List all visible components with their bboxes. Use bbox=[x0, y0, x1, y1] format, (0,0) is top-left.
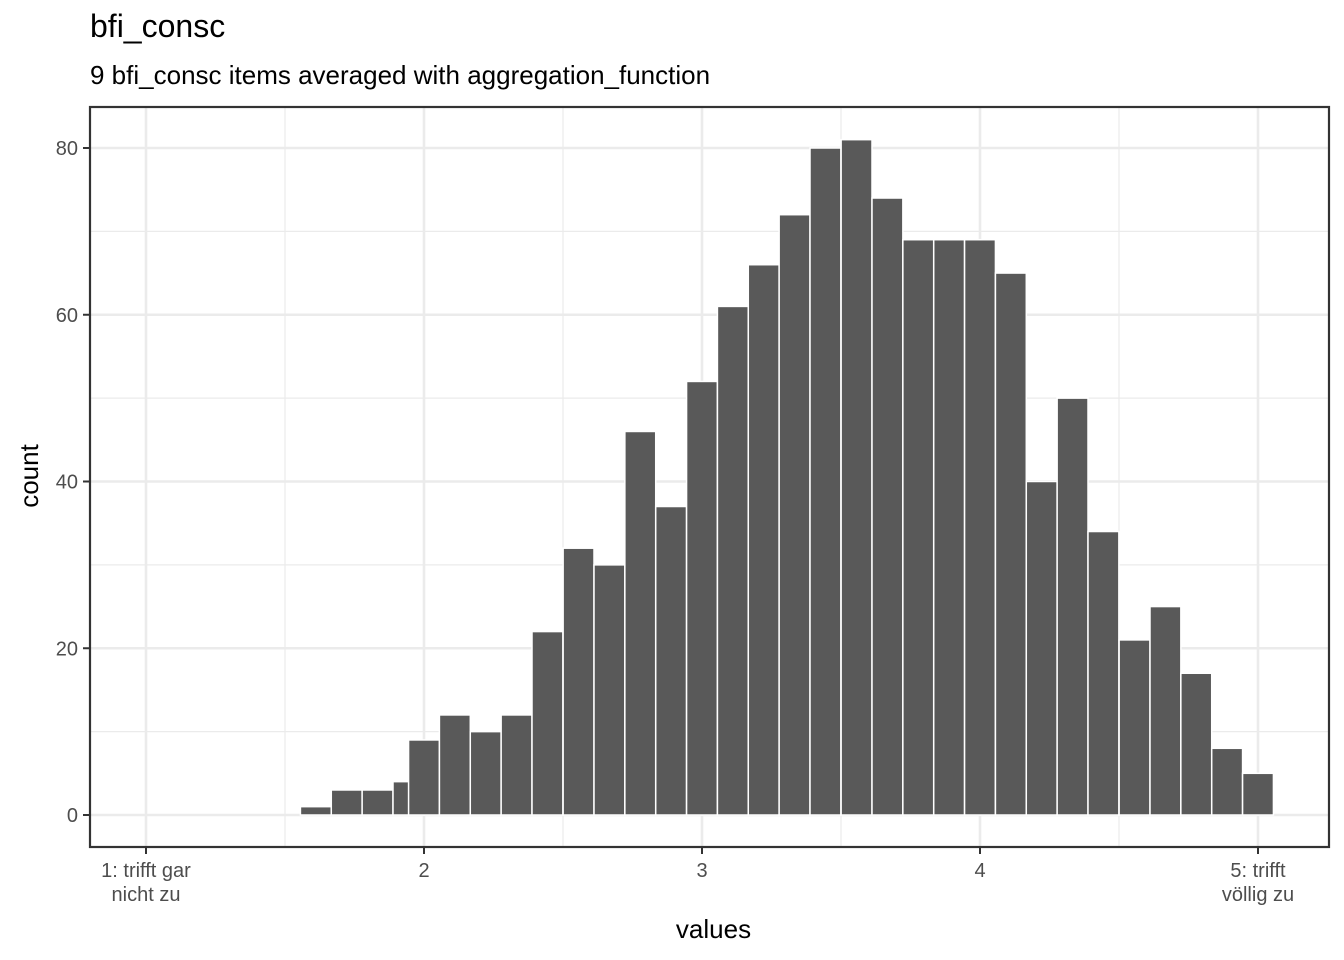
histogram-bar bbox=[1241, 772, 1275, 816]
x-tick-label-line: 3 bbox=[696, 860, 707, 882]
y-tick-label: 60 bbox=[56, 305, 78, 327]
histogram-bar bbox=[840, 138, 873, 816]
x-tick-label: 2 bbox=[418, 860, 429, 882]
x-tick-label-line: 4 bbox=[974, 860, 985, 882]
histogram-bar bbox=[963, 238, 997, 816]
histogram-bar bbox=[593, 564, 626, 816]
y-axis-title: count bbox=[14, 443, 44, 507]
x-tick-label: 4 bbox=[974, 860, 985, 882]
x-tick-label: 5: trifft völlig zu bbox=[1222, 860, 1294, 906]
histogram-bar bbox=[562, 547, 595, 816]
histogram-bar bbox=[902, 238, 935, 816]
y-tick-label: 0 bbox=[67, 805, 78, 827]
histogram-bar bbox=[1118, 639, 1151, 816]
histogram-bar bbox=[778, 213, 811, 816]
x-tick-label-line: 1: trifft gar bbox=[101, 860, 191, 882]
x-tick-label-line: völlig zu bbox=[1222, 884, 1294, 906]
histogram-bar bbox=[330, 789, 363, 816]
histogram-bar bbox=[1210, 747, 1244, 816]
y-tick-label: 80 bbox=[56, 138, 78, 160]
histogram-bar bbox=[932, 238, 966, 816]
chart-title: bfi_consc bbox=[90, 8, 226, 44]
histogram-bar bbox=[299, 805, 333, 816]
histogram-bar bbox=[716, 305, 750, 816]
histogram-bar bbox=[1056, 397, 1089, 816]
histogram-bar bbox=[500, 714, 533, 816]
histogram-bar bbox=[747, 263, 780, 816]
histogram-bar bbox=[1180, 672, 1213, 816]
histogram-bar bbox=[1149, 605, 1182, 816]
histogram-bar bbox=[469, 730, 502, 816]
histogram-bar bbox=[654, 505, 688, 816]
histogram-bar bbox=[685, 380, 719, 816]
histogram-bar bbox=[624, 430, 657, 816]
x-tick-label-line: 5: trifft bbox=[1230, 860, 1286, 882]
y-tick-label: 40 bbox=[56, 472, 78, 494]
chart-subtitle: 9 bfi_consc items averaged with aggregat… bbox=[90, 60, 711, 90]
histogram-bar bbox=[809, 147, 842, 816]
histogram-bar bbox=[994, 272, 1028, 816]
x-axis-title: values bbox=[676, 914, 751, 944]
histogram-bar bbox=[361, 789, 394, 816]
x-tick-label-line: 2 bbox=[418, 860, 429, 882]
histogram-bar bbox=[438, 714, 472, 816]
x-tick-label: 3 bbox=[696, 860, 707, 882]
histogram-bar bbox=[1025, 480, 1058, 816]
histogram-bar bbox=[871, 197, 904, 816]
histogram-bar bbox=[531, 630, 564, 816]
x-tick-label-line: nicht zu bbox=[112, 884, 181, 906]
y-tick-label: 20 bbox=[56, 638, 78, 660]
histogram-bar bbox=[1087, 530, 1120, 816]
panel-border bbox=[88, 105, 1331, 849]
histogram-bar bbox=[407, 739, 441, 816]
x-tick-label: 1: trifft gar nicht zu bbox=[101, 860, 191, 906]
